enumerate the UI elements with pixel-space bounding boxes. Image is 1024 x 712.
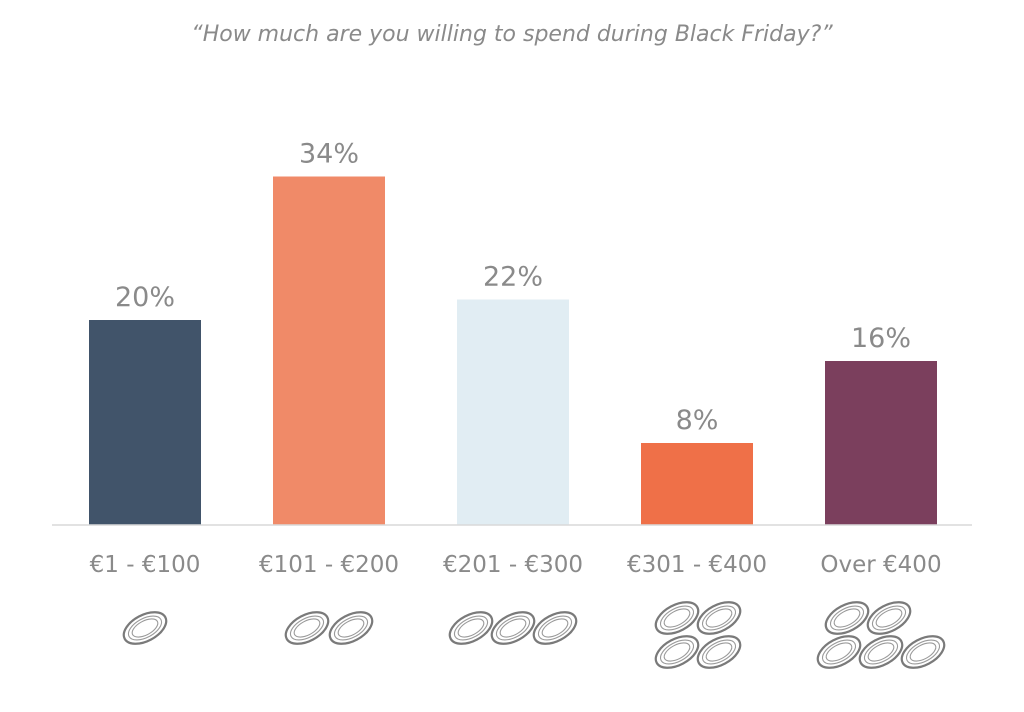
- coin-icon: [328, 611, 374, 645]
- coins-layer: [122, 601, 946, 669]
- coin-icon: [900, 635, 946, 669]
- coin-icon: [816, 635, 862, 669]
- bar-value-label: 34%: [299, 139, 359, 170]
- coin-icon: [866, 601, 912, 635]
- coin-icon: [654, 601, 700, 635]
- bar: [89, 320, 201, 525]
- coin-icon: [824, 601, 870, 635]
- category-label: €101 - €200: [259, 552, 399, 578]
- category-label: €1 - €100: [90, 552, 201, 578]
- bars-layer: [89, 176, 937, 525]
- category-label: Over €400: [820, 552, 941, 578]
- coin-icon: [696, 601, 742, 635]
- coin-icon: [532, 611, 578, 645]
- bar: [457, 299, 569, 525]
- bar-value-label: 20%: [115, 282, 175, 313]
- coin-icon: [490, 611, 536, 645]
- coin-icon: [448, 611, 494, 645]
- category-label: €201 - €300: [443, 552, 583, 578]
- coin-icon: [858, 635, 904, 669]
- coin-icon: [696, 635, 742, 669]
- bar: [825, 361, 937, 525]
- coin-icon: [284, 611, 330, 645]
- coin-icon: [654, 635, 700, 669]
- bar: [641, 443, 753, 525]
- coin-icon: [122, 611, 168, 645]
- bar-value-label: 22%: [483, 262, 543, 293]
- bar: [273, 176, 385, 525]
- bar-value-label: 16%: [851, 323, 911, 354]
- chart-title: “How much are you willing to spend durin…: [191, 22, 833, 47]
- category-label: €301 - €400: [627, 552, 767, 578]
- labels-layer: 20% €1 - €100 34% €101 - €200 22% €201 - €300…: [90, 139, 942, 579]
- bar-value-label: 8%: [676, 405, 719, 436]
